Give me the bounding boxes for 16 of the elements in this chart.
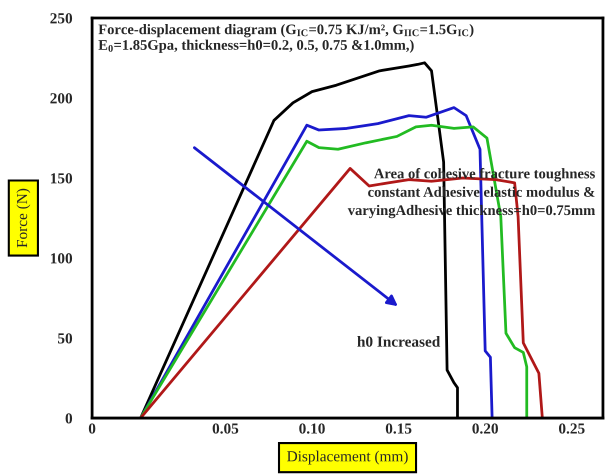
x-tick-label: 0.20 <box>472 423 498 434</box>
x-tick-label: 0 <box>88 423 96 434</box>
x-tick-label: 0.25 <box>558 423 585 434</box>
annotation: h0 Increased <box>357 336 440 347</box>
y-tick-label: 150 <box>50 173 72 184</box>
y-tick-label: 50 <box>58 333 72 344</box>
y-tick-label: 200 <box>50 93 72 104</box>
x-axis-title: Displacement (mm) <box>287 450 408 465</box>
y-tick-label: 100 <box>50 253 72 264</box>
y-tick-label: 250 <box>50 13 72 24</box>
y-tick-label: 0 <box>66 413 72 424</box>
x-tick-label: 0.05 <box>212 423 238 434</box>
x-tick-label: 0.15 <box>386 423 412 434</box>
x-tick-label: 0.10 <box>299 423 325 434</box>
chart-title: Force-displacement diagram (G$_{IC}$=0.75 KJ/m², G$_{IIC}$=1.5G$_{IC}$) E$_{0}$=1.85Gpa, thickness=h0=0.2, 0.5, 0.75 &1.0mm,) <box>98 24 474 53</box>
y-axis-title: Force (N) <box>16 188 30 248</box>
